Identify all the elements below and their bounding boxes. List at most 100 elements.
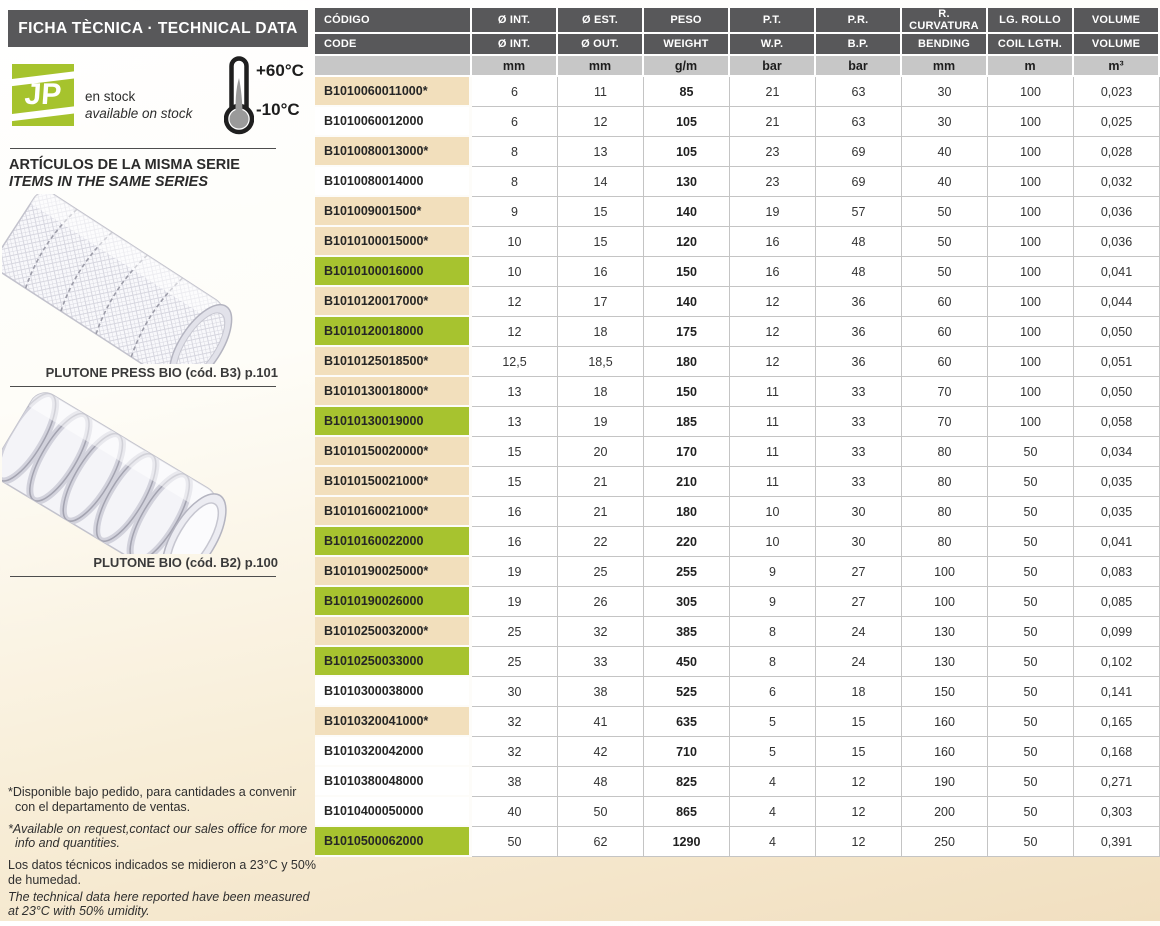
units-row: mm mm g/m bar bar mm m m³ (315, 56, 1160, 77)
value-cell: 12 (816, 797, 902, 827)
value-cell: 20 (558, 437, 644, 467)
value-cell: 40 (902, 137, 988, 167)
header-cell: Ø EST. (558, 8, 644, 34)
value-cell: 69 (816, 167, 902, 197)
value-cell: 15 (816, 707, 902, 737)
table-row: B1010500062000 50 62 1290 4 12 250 50 0,391 (315, 827, 1160, 857)
header-row: CÓDIGO Ø INT. Ø EST. PESO P.T. P.R. R. CURVATU… (315, 8, 1160, 34)
value-cell: 0,050 (1074, 377, 1160, 407)
value-cell: 140 (644, 197, 730, 227)
code-cell: B1010380048000 (315, 767, 472, 797)
header-cell: COIL LGTH. (988, 34, 1074, 56)
value-cell: 12 (472, 317, 558, 347)
value-cell: 0,141 (1074, 677, 1160, 707)
table-row: B101009001500* 9 15 140 19 57 50 100 0,036 (315, 197, 1160, 227)
code-cell: B1010300038000 (315, 677, 472, 707)
value-cell: 6 (472, 107, 558, 137)
value-cell: 15 (472, 437, 558, 467)
value-cell: 1290 (644, 827, 730, 857)
logo-text: JP (23, 78, 63, 111)
code-cell: B1010120017000* (315, 287, 472, 317)
value-cell: 160 (902, 737, 988, 767)
value-cell: 22 (558, 527, 644, 557)
temp-min-label: -10°C (256, 100, 300, 119)
value-cell: 30 (472, 677, 558, 707)
value-cell: 15 (816, 737, 902, 767)
value-cell: 0,083 (1074, 557, 1160, 587)
value-cell: 11 (730, 407, 816, 437)
value-cell: 0,099 (1074, 617, 1160, 647)
unit-cell: mm (558, 56, 644, 77)
code-cell: B1010100015000* (315, 227, 472, 257)
value-cell: 50 (988, 767, 1074, 797)
value-cell: 62 (558, 827, 644, 857)
value-cell: 6 (472, 77, 558, 107)
value-cell: 21 (558, 467, 644, 497)
value-cell: 0,303 (1074, 797, 1160, 827)
value-cell: 150 (644, 377, 730, 407)
value-cell: 57 (816, 197, 902, 227)
value-cell: 10 (730, 497, 816, 527)
value-cell: 180 (644, 497, 730, 527)
code-cell: B1010190026000 (315, 587, 472, 617)
value-cell: 0,168 (1074, 737, 1160, 767)
value-cell: 40 (472, 797, 558, 827)
product-caption: PLUTONE BIO (cód. B2) p.100 (93, 555, 278, 570)
value-cell: 36 (816, 347, 902, 377)
value-cell: 30 (816, 497, 902, 527)
code-cell: B1010320041000* (315, 707, 472, 737)
value-cell: 865 (644, 797, 730, 827)
temp-max-label: +60°C (256, 61, 304, 80)
value-cell: 19 (472, 557, 558, 587)
table-row: B1010320041000* 32 41 635 5 15 160 50 0,165 (315, 707, 1160, 737)
value-cell: 24 (816, 647, 902, 677)
value-cell: 50 (902, 197, 988, 227)
value-cell: 50 (902, 257, 988, 287)
value-cell: 17 (558, 287, 644, 317)
value-cell: 9 (730, 557, 816, 587)
table-row: B1010380048000 38 48 825 4 12 190 50 0,271 (315, 767, 1160, 797)
code-cell: B1010150021000* (315, 467, 472, 497)
unit-cell: mm (902, 56, 988, 77)
table-row: B1010300038000 30 38 525 6 18 150 50 0,141 (315, 677, 1160, 707)
value-cell: 525 (644, 677, 730, 707)
unit-cell: mm (472, 56, 558, 77)
value-cell: 130 (644, 167, 730, 197)
unit-cell: m³ (1074, 56, 1160, 77)
table-row: B1010190025000* 19 25 255 9 27 100 50 0,083 (315, 557, 1160, 587)
value-cell: 0,025 (1074, 107, 1160, 137)
code-cell: B1010060012000 (315, 107, 472, 137)
value-cell: 80 (902, 437, 988, 467)
value-cell: 60 (902, 347, 988, 377)
value-cell: 11 (558, 77, 644, 107)
value-cell: 100 (988, 107, 1074, 137)
value-cell: 38 (558, 677, 644, 707)
divider (10, 148, 276, 149)
value-cell: 18,5 (558, 347, 644, 377)
value-cell: 185 (644, 407, 730, 437)
value-cell: 150 (902, 677, 988, 707)
value-cell: 0,028 (1074, 137, 1160, 167)
header-cell: Ø INT. (472, 8, 558, 34)
value-cell: 635 (644, 707, 730, 737)
value-cell: 48 (816, 227, 902, 257)
code-cell: B1010125018500* (315, 347, 472, 377)
value-cell: 13 (472, 407, 558, 437)
value-cell: 50 (988, 797, 1074, 827)
header-row: CODE Ø INT. Ø OUT. WEIGHT W.P. B.P. BENDING COI… (315, 34, 1160, 56)
value-cell: 100 (988, 317, 1074, 347)
value-cell: 50 (988, 437, 1074, 467)
code-cell: B1010160022000 (315, 527, 472, 557)
value-cell: 21 (730, 107, 816, 137)
header-cell: VOLUME (1074, 34, 1160, 56)
value-cell: 12 (730, 317, 816, 347)
header-cell: W.P. (730, 34, 816, 56)
table-row: B1010080013000* 8 13 105 23 69 40 100 0,028 (315, 137, 1160, 167)
code-cell: B1010160021000* (315, 497, 472, 527)
code-cell: B1010190025000* (315, 557, 472, 587)
value-cell: 36 (816, 317, 902, 347)
value-cell: 305 (644, 587, 730, 617)
value-cell: 100 (902, 557, 988, 587)
table-row: B1010190026000 19 26 305 9 27 100 50 0,085 (315, 587, 1160, 617)
value-cell: 25 (472, 617, 558, 647)
